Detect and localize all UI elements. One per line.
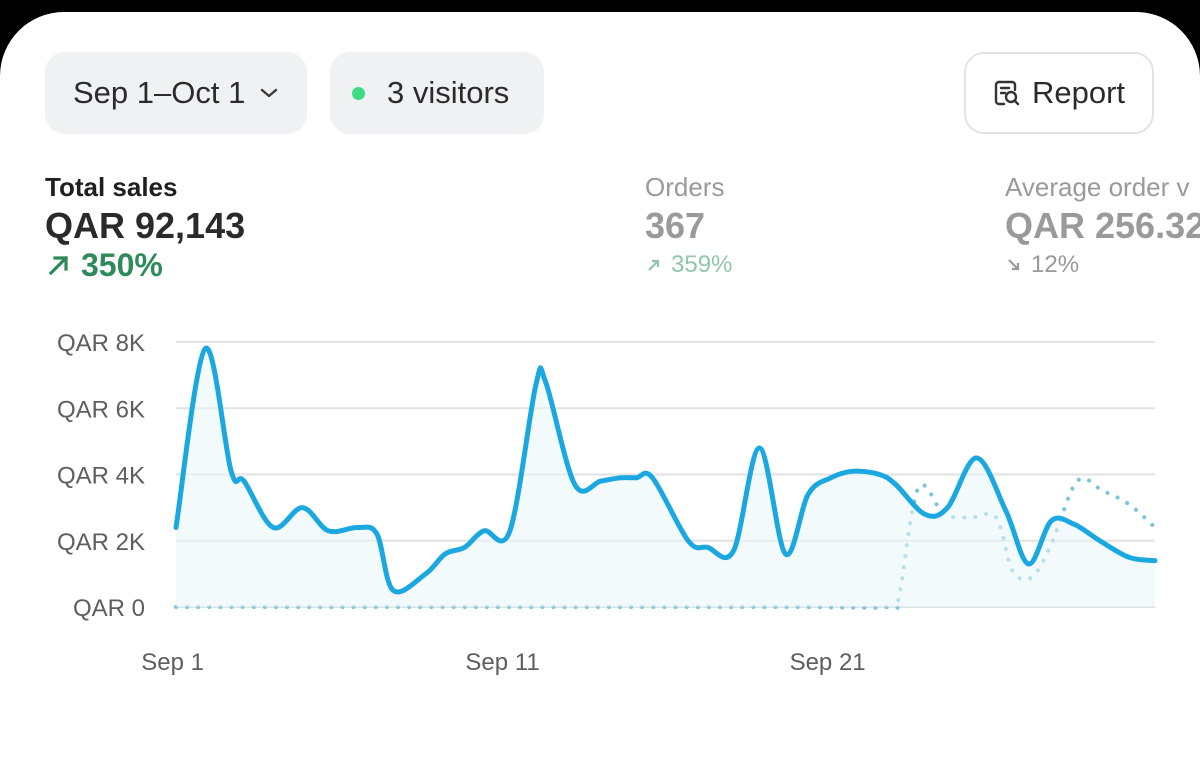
metric-change-value: 12% [1031, 251, 1080, 278]
x-tick-label: Sep 11 [465, 649, 539, 676]
sales-line-chart[interactable]: QAR 0 QAR 2K QAR 4K QAR 6K QAR 8K Sep 1 Sep 11… [0, 12, 1200, 741]
metric-change-value: 359% [671, 251, 733, 278]
y-tick-label: QAR 8K [57, 330, 145, 357]
metric-change: 350% [45, 248, 245, 282]
y-tick-label: QAR 4K [57, 463, 145, 490]
chevron-down-icon [259, 86, 279, 100]
current-period-area-fill [176, 348, 1155, 607]
x-tick-label: Sep 1 [141, 649, 204, 676]
report-label: Report [1032, 75, 1126, 110]
metric-orders[interactable]: Orders 367 359% [645, 172, 732, 282]
report-button[interactable]: Report [964, 52, 1154, 134]
arrow-down-right-icon [1005, 256, 1023, 274]
metric-value: QAR 92,143 [45, 205, 246, 246]
report-card: Sep 1–Oct 1 3 visitors Report Total sale… [0, 12, 1200, 772]
arrow-up-right-icon [45, 251, 73, 279]
report-search-icon [992, 78, 1022, 108]
date-range-selector[interactable]: Sep 1–Oct 1 [45, 52, 307, 134]
metric-label: Total sales [45, 172, 178, 202]
y-tick-label: QAR 6K [57, 396, 145, 423]
metric-value: 367 [645, 205, 706, 246]
live-status-dot-icon [352, 86, 365, 100]
live-visitors-button[interactable]: 3 visitors [330, 52, 544, 134]
arrow-up-right-icon [645, 256, 663, 274]
metric-change-value: 350% [81, 247, 163, 283]
metric-value: QAR 256.32 [1005, 205, 1200, 246]
metric-average-order-value[interactable]: Average order v QAR 256.32 12% [1005, 172, 1200, 282]
metric-total-sales[interactable]: Total sales QAR 92,143 350% [45, 172, 245, 282]
comparison-period-series-line [174, 476, 1157, 611]
metric-change: 359% [645, 248, 732, 282]
metric-change: 12% [1005, 248, 1200, 282]
visitors-label: 3 visitors [387, 75, 510, 110]
current-period-series-line[interactable] [173, 345, 1158, 595]
y-tick-label: QAR 2K [57, 529, 145, 556]
metric-label: Average order v [1005, 172, 1190, 202]
y-tick-label: QAR 0 [73, 595, 145, 622]
date-range-label: Sep 1–Oct 1 [73, 75, 246, 110]
metric-label: Orders [645, 172, 725, 202]
x-tick-label: Sep 21 [790, 649, 866, 676]
